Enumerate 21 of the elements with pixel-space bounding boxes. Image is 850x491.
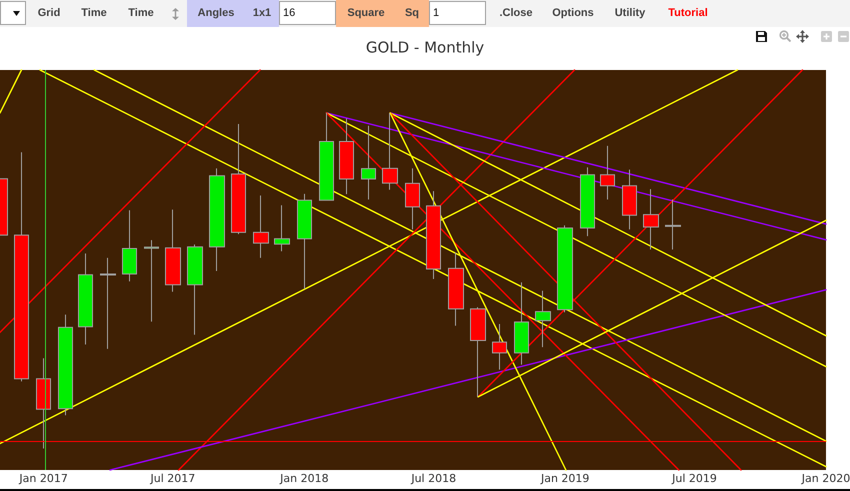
button-label: Utility <box>614 7 646 20</box>
x-tick-label: Jan 2018 <box>279 472 329 485</box>
x-tick-label: Jan 2019 <box>540 472 590 485</box>
x-tick-label: Jul 2017 <box>150 472 196 485</box>
button-label: Square <box>347 7 385 20</box>
text-field: 16 <box>279 1 336 25</box>
x-tick-label: Jan 2020 <box>800 472 850 485</box>
button-label: Time <box>128 7 154 20</box>
button-label: Angles <box>198 7 234 20</box>
button-label: Sq <box>404 7 420 20</box>
text-field: 1 <box>429 1 486 25</box>
button-label: Time <box>81 7 107 20</box>
chart-title: GOLD - Monthly <box>366 38 484 56</box>
x-tick-label: Jul 2018 <box>410 472 456 485</box>
x-tick-label: Jul 2019 <box>671 472 717 485</box>
button-label: 1x1 <box>252 7 272 20</box>
button-label: .Close <box>500 7 532 20</box>
x-tick-label: Jan 2017 <box>18 472 68 485</box>
button-label: Options <box>552 7 594 20</box>
button-label: Tutorial <box>668 7 708 20</box>
button-label: Grid <box>38 7 60 20</box>
